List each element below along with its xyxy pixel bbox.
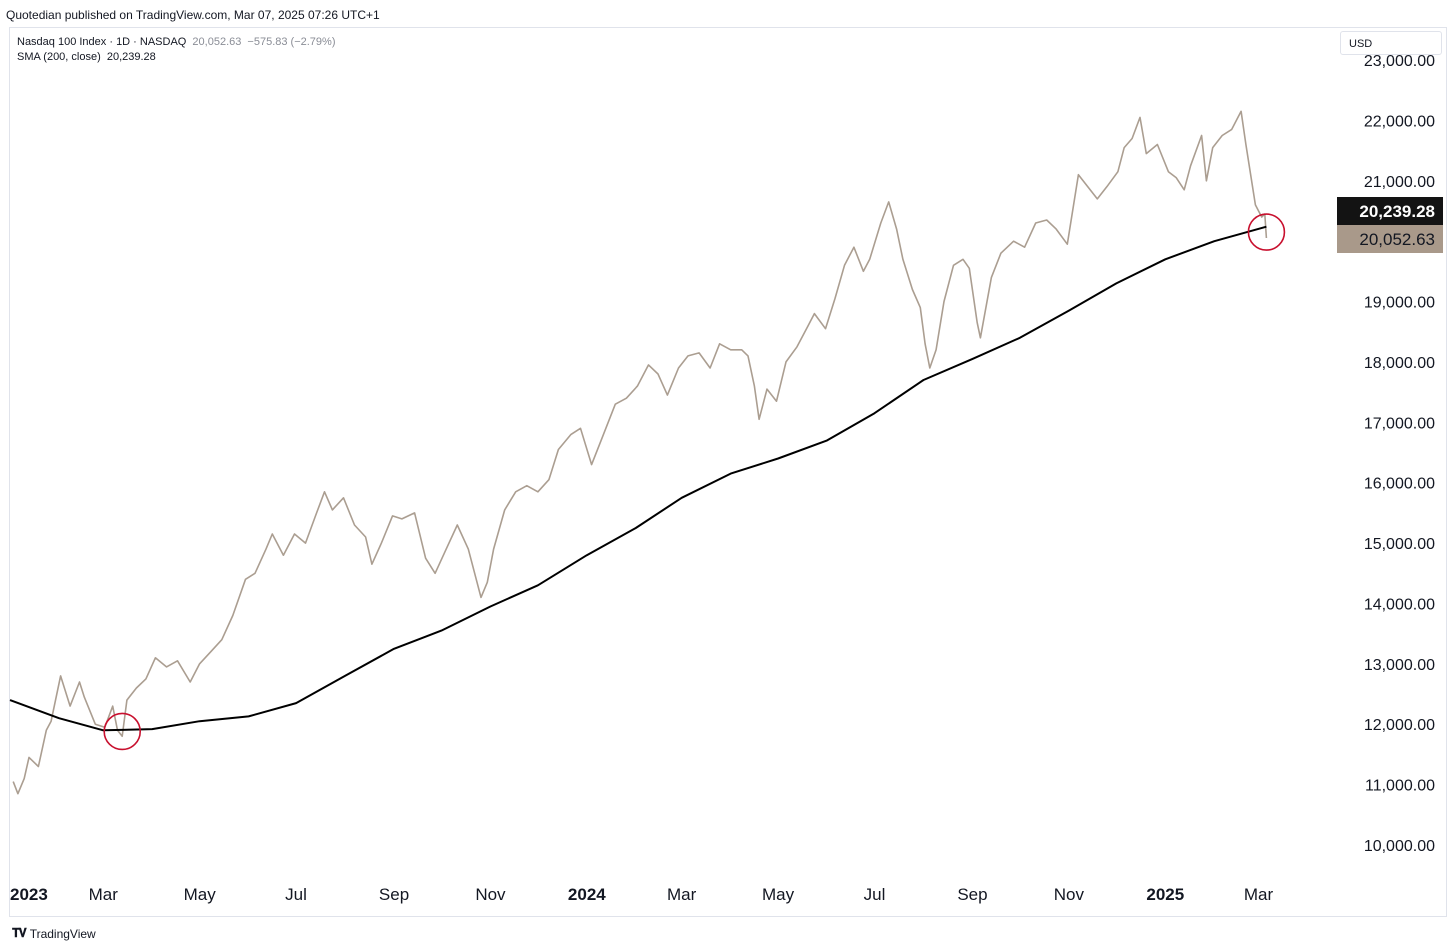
x-tick-label: Mar: [1244, 885, 1274, 904]
y-tick-label: 23,000.00: [1364, 53, 1435, 70]
y-tick-label: 10,000.00: [1364, 838, 1435, 855]
y-tick-label: 19,000.00: [1364, 295, 1435, 312]
price-line: [12, 110, 1268, 795]
sma-line: [9, 225, 1267, 732]
sma-series: [9, 225, 1267, 732]
y-tick-label: 21,000.00: [1364, 174, 1435, 191]
y-tick-label: 18,000.00: [1364, 355, 1435, 372]
legend-symbol-row: Nasdaq 100 Index · 1D · NASDAQ 20,052.63…: [17, 35, 336, 50]
price-tags: 20,239.28 20,052.63: [1337, 197, 1443, 253]
y-tick-label: 14,000.00: [1364, 596, 1435, 613]
tradingview-logo-icon: 𝐓𝐕: [12, 926, 27, 940]
x-tick-label: Nov: [475, 885, 506, 904]
x-tick-label: May: [184, 885, 217, 904]
x-tick-label: May: [762, 885, 795, 904]
x-tick-label: 2023: [10, 885, 48, 904]
x-tick-label: Jul: [285, 885, 307, 904]
y-tick-label: 13,000.00: [1364, 657, 1435, 674]
y-tick-label: 11,000.00: [1365, 778, 1435, 795]
chart-pane[interactable]: [9, 27, 1447, 917]
x-tick-label: 2024: [568, 885, 606, 904]
x-axis[interactable]: 2023 Mar May Jul Sep Nov 2024 Mar May Jul Sep Nov 20…: [10, 885, 1273, 904]
x-tick-label: Jul: [864, 885, 886, 904]
y-tick-label: 12,000.00: [1364, 717, 1435, 734]
x-tick-label: Sep: [957, 885, 987, 904]
y-tick-label: 17,000.00: [1364, 415, 1435, 432]
legend-symbol[interactable]: Nasdaq 100 Index · 1D · NASDAQ: [17, 36, 187, 48]
y-axis[interactable]: 10,000.00 11,000.00 12,000.00 13,000.00 14,0…: [1364, 53, 1435, 855]
footer: 𝐓𝐕 TradingView: [12, 926, 96, 941]
price-series: [12, 110, 1268, 795]
legend-sma-value: 20,239.28: [106, 51, 156, 63]
chart-legend: Nasdaq 100 Index · 1D · NASDAQ 20,052.63…: [17, 35, 336, 65]
price-price-tag: [1337, 225, 1443, 253]
price-price-tag-label: 20,052.63: [1359, 230, 1435, 249]
x-tick-label: Nov: [1054, 885, 1085, 904]
legend-sma-row: SMA (200, close) 20,239.28: [17, 50, 336, 65]
highlight-circle-2: [1247, 213, 1286, 251]
sma-price-tag: [1337, 197, 1443, 225]
highlight-circle-1: [103, 712, 142, 751]
publish-info: Quotedian published on TradingView.com, …: [6, 8, 380, 22]
x-tick-label: 2025: [1146, 885, 1184, 904]
annotation-layer: [103, 213, 1286, 751]
y-tick-label: 22,000.00: [1364, 113, 1435, 130]
sma-price-tag-label: 20,239.28: [1359, 202, 1435, 221]
currency-button[interactable]: USD: [1340, 31, 1442, 55]
x-tick-label: Mar: [89, 885, 119, 904]
legend-last: 20,052.63: [192, 36, 242, 48]
y-tick-label: 16,000.00: [1364, 476, 1435, 493]
x-tick-label: Sep: [379, 885, 409, 904]
x-tick-label: Mar: [667, 885, 697, 904]
legend-change: −575.83 (−2.79%): [247, 36, 336, 48]
footer-brand[interactable]: TradingView: [29, 926, 96, 941]
legend-sma-label[interactable]: SMA (200, close): [17, 51, 101, 63]
y-tick-label: 15,000.00: [1364, 536, 1435, 553]
